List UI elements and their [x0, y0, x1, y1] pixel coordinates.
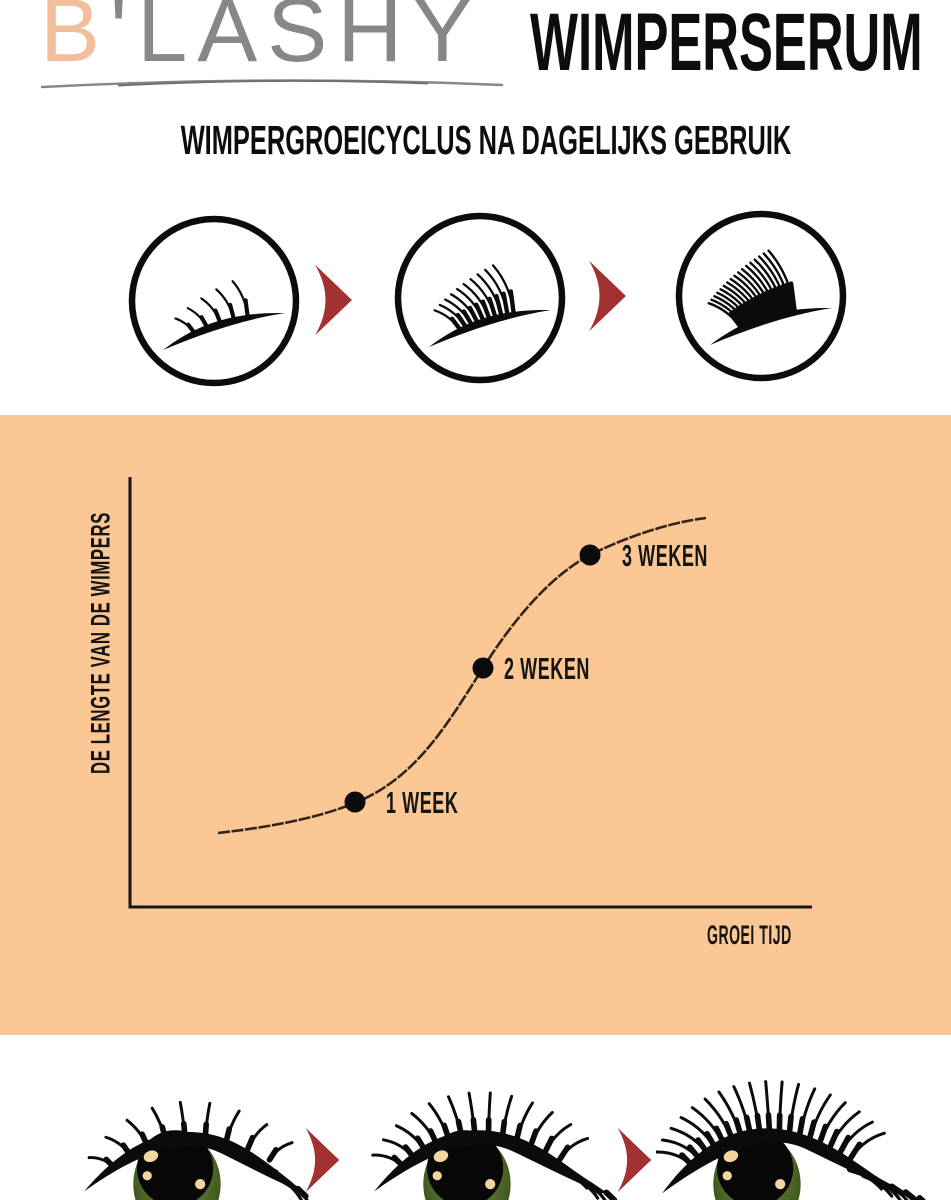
tail-lashes [257, 1164, 309, 1200]
arrow-right-icon [305, 1127, 340, 1193]
x-axis-label: GROEI TIJD [707, 920, 792, 950]
eye-sequence-section [0, 1035, 951, 1200]
eye-highlight [142, 1171, 152, 1181]
lash-stage-circle-3 [675, 210, 847, 382]
eye-stage-1 [84, 1100, 309, 1200]
brand-logo: B'LASHY [40, 0, 482, 76]
tail-lashes [846, 1166, 926, 1200]
lash-strokes [174, 280, 250, 335]
eyelid [84, 1132, 304, 1193]
arrow-right-icon [315, 264, 352, 336]
product-name: WIMPERSERUM [530, 0, 923, 88]
data-point-week-2 [472, 657, 494, 679]
page-title: WIMPERGROEICYCLUS NA DAGELIJKS GEBRUIK [180, 117, 792, 163]
tail-lashes [552, 1165, 618, 1200]
eye-stage-3 [656, 1080, 926, 1200]
point-label-week-2: 2 WEKEN [504, 651, 590, 686]
y-axis-label: DE LENGTE VAN DE WIMPERS [85, 512, 116, 774]
data-point-week-1 [344, 791, 366, 813]
eye-stage-2 [371, 1091, 618, 1200]
eye-highlight [143, 1150, 159, 1163]
upper-lashes [87, 1100, 294, 1171]
upper-lashes [656, 1080, 886, 1171]
eye-highlight [195, 1178, 206, 1190]
lash-stage-circle-2 [394, 212, 566, 384]
upper-lashes [371, 1091, 590, 1171]
point-label-week-3: 3 WEKEN [622, 538, 708, 573]
brand-logo-rest: 'LASHY [110, 0, 483, 81]
logo-swoosh-icon [40, 79, 504, 89]
point-label-week-1: 1 WEEK [386, 785, 459, 820]
lash-strokes [433, 264, 516, 332]
lash-strokes [707, 249, 797, 330]
lash-stage-circle-1 [128, 215, 300, 387]
arrow-right-icon [617, 1127, 652, 1193]
arrow-right-icon [589, 260, 626, 332]
brand-logo-b: B [40, 0, 111, 81]
data-point-week-3 [579, 544, 601, 566]
growth-chart-section: DE LENGTE VAN DE WIMPERS GROEI TIJD 1 WE… [0, 415, 951, 1035]
growth-chart [128, 477, 812, 909]
